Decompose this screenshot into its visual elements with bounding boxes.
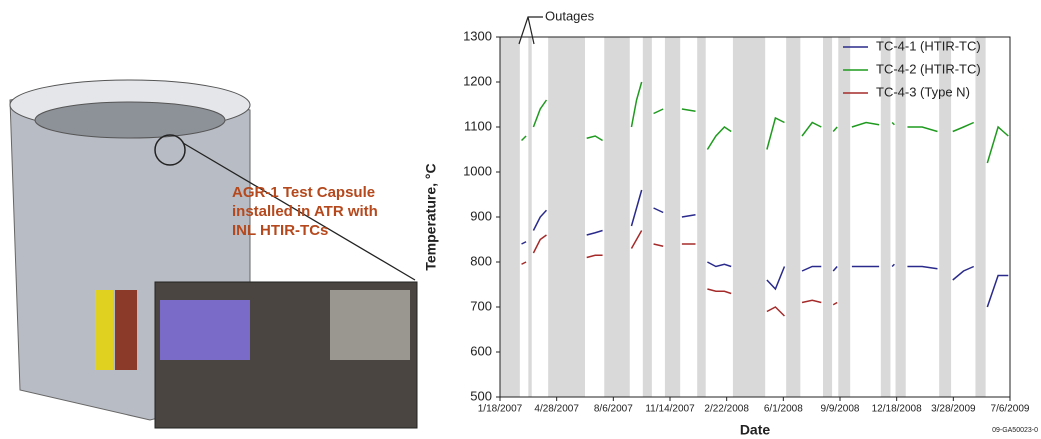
x-tick-label: 7/6/2009 <box>991 404 1030 415</box>
caption-line: INL HTIR-TCs <box>232 222 328 239</box>
vessel-inner <box>34 101 226 139</box>
x-tick-label: 1/18/2007 <box>478 404 523 415</box>
x-tick-label: 11/14/2007 <box>645 404 695 415</box>
outage-band <box>604 37 630 397</box>
x-tick-label: 12/18/2008 <box>872 404 922 415</box>
series-line <box>521 81 1009 164</box>
capsule <box>95 290 113 370</box>
y-tick-label: 800 <box>470 253 492 268</box>
y-tick-label: 1000 <box>463 163 492 178</box>
y-tick-label: 1100 <box>464 118 492 133</box>
legend-label: TC-4-2 (HTIR-TC) <box>876 61 981 76</box>
y-tick-label: 700 <box>470 298 492 313</box>
y-tick-label: 500 <box>470 388 492 403</box>
x-tick-label: 6/1/2008 <box>764 404 803 415</box>
gloved-hands <box>160 300 250 360</box>
outage-band <box>823 37 833 397</box>
outage-band <box>732 37 766 397</box>
illustration: AGR-1 Test Capsule installed in ATR with… <box>9 79 418 429</box>
outage-band <box>975 37 986 397</box>
outage-band <box>548 37 585 397</box>
outage-band <box>664 37 681 397</box>
outage-band <box>786 37 801 397</box>
footnote: 09-GA50023-0 <box>992 427 1038 434</box>
annotation: Outages <box>545 8 595 23</box>
outage-band <box>697 37 706 397</box>
outage-band <box>838 37 851 397</box>
outage-band <box>528 37 532 397</box>
x-tick-label: 9/9/2008 <box>821 404 860 415</box>
outage-band <box>500 37 520 397</box>
x-tick-label: 3/28/2009 <box>931 404 976 415</box>
x-tick-label: 8/6/2007 <box>594 404 633 415</box>
plot-area <box>500 37 986 397</box>
y-tick-label: 1300 <box>463 28 492 43</box>
outage-band <box>895 37 906 397</box>
series-line <box>521 189 1009 308</box>
y-tick-label: 900 <box>470 208 492 223</box>
x-tick-label: 4/28/2007 <box>534 404 579 415</box>
callout-circle <box>154 134 186 166</box>
x-axis-label: Date <box>740 422 771 438</box>
caption-line: AGR-1 Test Capsule <box>232 184 375 201</box>
annotation-arrows <box>518 16 543 45</box>
series-line <box>521 230 838 317</box>
outage-band <box>939 37 952 397</box>
y-tick-label: 1200 <box>463 73 492 88</box>
x-tick-label: 2/22/2008 <box>704 404 749 415</box>
legend-label: TC-4-3 (Type N) <box>876 84 970 99</box>
caption-line: installed in ATR with <box>232 203 378 220</box>
capsule-shell <box>115 290 137 370</box>
outage-band <box>880 37 891 397</box>
y-tick-label: 600 <box>470 343 492 358</box>
y-axis-label: Temperature, °C <box>423 163 439 270</box>
equipment <box>330 290 410 360</box>
legend-label: TC-4-1 (HTIR-TC) <box>876 38 981 53</box>
callout-line <box>182 142 416 281</box>
outage-band <box>642 37 652 397</box>
chart: Temperature, °C Date Outages 09-GA50023-… <box>423 8 1038 437</box>
